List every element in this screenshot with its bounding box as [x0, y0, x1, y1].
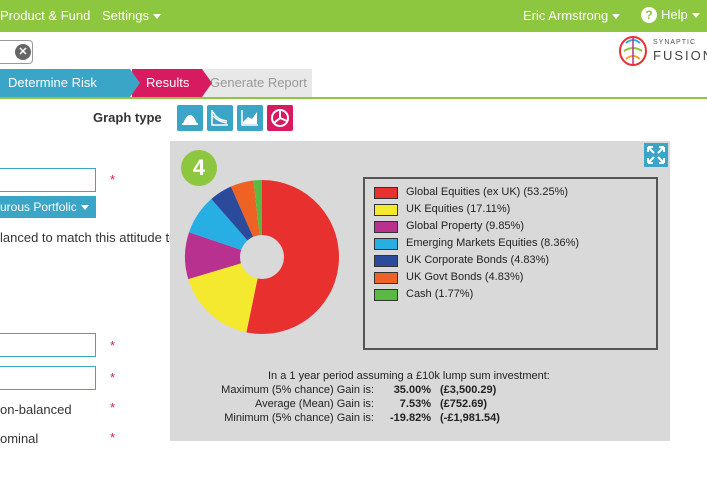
- nav-settings[interactable]: Settings: [102, 8, 161, 23]
- brain-logo-icon: [619, 36, 647, 66]
- divider: [0, 97, 707, 99]
- graph-type-pie-button[interactable]: [267, 105, 293, 131]
- stats-max-label: Maximum (5% chance) Gain is:: [221, 384, 374, 396]
- legend-label: UK Govt Bonds (4.83%): [406, 271, 524, 283]
- nav-help-label: Help: [661, 7, 688, 22]
- legend-label: Cash (1.77%): [406, 288, 474, 300]
- stats-mean-amount: (£752.69): [440, 398, 488, 410]
- legend-label: Global Property (9.85%): [406, 220, 524, 232]
- stats-max-pct: 35.00%: [393, 384, 431, 396]
- legend-label: Global Equities (ex UK) (53.25%): [406, 186, 569, 198]
- pie-chart-icon: [271, 109, 289, 127]
- pie-chart: [185, 180, 339, 334]
- text-field-1[interactable]: [0, 168, 96, 192]
- graph-type-distribution-button[interactable]: [177, 105, 203, 131]
- pie-slice-global-equities-ex-uk: [246, 180, 339, 334]
- risk-level-badge: 4: [181, 150, 217, 186]
- stats-mean-pct: 7.53%: [399, 398, 431, 410]
- clear-search-icon[interactable]: ✕: [15, 44, 31, 60]
- nav-user-label: Eric Armstrong: [523, 8, 609, 23]
- donut-hole: [240, 235, 284, 279]
- stats-min-amount: (-£1,981.54): [440, 412, 500, 424]
- pie-slice-global-property: [185, 232, 262, 280]
- stats-mean-label: Average (Mean) Gain is:: [254, 398, 374, 410]
- chart-legend: Global Equities (ex UK) (53.25%) UK Equit…: [363, 177, 658, 350]
- required-mark: *: [110, 400, 116, 415]
- line-chart-icon: [241, 110, 258, 126]
- legend-swatch: [374, 272, 398, 284]
- step-breadcrumb: Determine Risk Level Results Generate Re…: [0, 69, 707, 118]
- legend-swatch: [374, 238, 398, 250]
- nav-help[interactable]: ? Help: [641, 7, 700, 23]
- required-mark: *: [110, 430, 116, 445]
- legend-swatch: [374, 187, 398, 199]
- legend-swatch: [374, 221, 398, 233]
- stats-max-amount: (£3,500.29): [440, 384, 497, 396]
- help-icon: ?: [641, 7, 657, 23]
- graph-type-line-button[interactable]: [237, 105, 263, 131]
- graph-type-area-button[interactable]: [207, 105, 233, 131]
- portfolio-dropdown-label: urous Portfolic: [0, 200, 77, 214]
- stats-min-label: Minimum (5% chance) Gain is:: [224, 412, 374, 424]
- legend-label: UK Corporate Bonds (4.83%): [406, 254, 550, 266]
- legend-swatch: [374, 255, 398, 267]
- graph-type-label: Graph type: [93, 110, 162, 125]
- portfolio-dropdown[interactable]: urous Portfolic: [0, 196, 96, 218]
- legend-swatch: [374, 289, 398, 301]
- required-mark: *: [110, 370, 116, 385]
- chevron-down-icon: [612, 14, 621, 20]
- chevron-down-icon: [80, 205, 89, 211]
- brand-line2: FUSION: [653, 48, 707, 63]
- legend-label: UK Equities (17.11%): [406, 203, 511, 215]
- pie-slice-emerging-markets-equities: [189, 199, 262, 257]
- step-results[interactable]: Results: [132, 69, 212, 97]
- nav-user-menu[interactable]: Eric Armstrong: [523, 8, 621, 23]
- area-chart-icon: [211, 110, 228, 126]
- legend-label: Emerging Markets Equities (8.36%): [406, 237, 580, 249]
- pie-slice-uk-equities: [188, 257, 262, 333]
- brand-logo: SYNAPTIC FUSION: [618, 34, 707, 68]
- brand-line1: SYNAPTIC: [653, 39, 697, 46]
- required-mark: *: [110, 338, 116, 353]
- nominal-label: ominal: [0, 431, 39, 446]
- fullscreen-icon: [647, 146, 665, 164]
- text-field-3[interactable]: [0, 366, 96, 390]
- expand-chart-button[interactable]: [644, 143, 668, 167]
- distribution-chart-icon: [182, 115, 198, 125]
- top-nav-bar: Product & Fund Settings Eric Armstrong ?…: [0, 0, 707, 32]
- nav-product-fund[interactable]: Product & Fund: [0, 8, 91, 23]
- stats-heading: In a 1 year period assuming a £10k lump …: [268, 370, 550, 382]
- step-determine-risk-level[interactable]: Determine Risk Level: [0, 69, 140, 118]
- step-generate-report[interactable]: Generate Report: [202, 69, 312, 97]
- stats-min-pct: -19.82%: [390, 412, 431, 424]
- legend-swatch: [374, 204, 398, 216]
- required-mark: *: [110, 172, 116, 187]
- chevron-down-icon: [152, 14, 161, 20]
- non-balanced-label: on-balanced: [0, 402, 72, 417]
- attitude-text: lanced to match this attitude to: [0, 230, 177, 245]
- chevron-down-icon: [691, 13, 700, 19]
- text-field-2[interactable]: [0, 333, 96, 357]
- nav-settings-label: Settings: [102, 8, 149, 23]
- sub-header: [0, 32, 707, 68]
